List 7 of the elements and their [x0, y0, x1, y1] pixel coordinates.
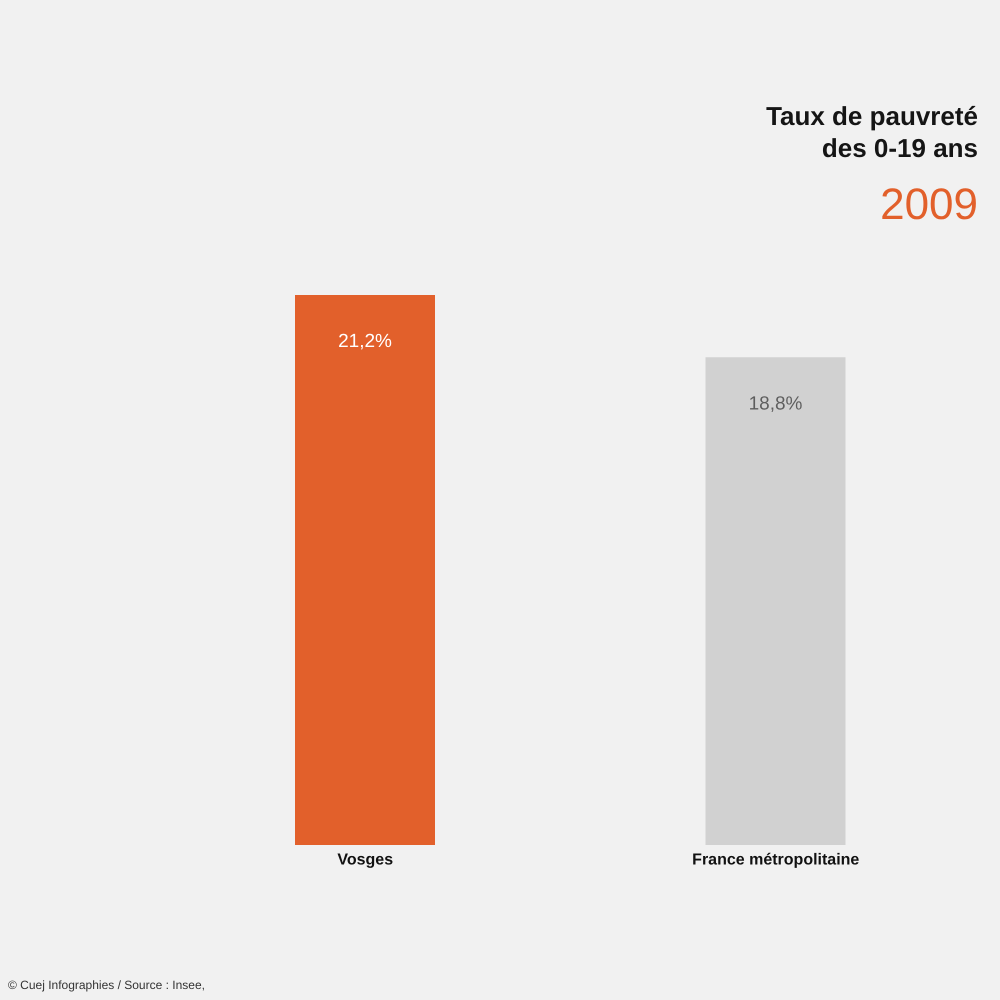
x-tick-label: France métropolitaine: [692, 851, 860, 868]
x-tick-label: Vosges: [337, 851, 394, 868]
data-label: 21,2%: [338, 331, 392, 352]
chart-subtitle: 2009: [880, 180, 978, 230]
data-label: 18,8%: [748, 393, 803, 414]
chart-title: Taux de pauvreté des 0-19 ans: [765, 100, 978, 164]
text: © Cuej Infographies / Source : Insee,: [8, 978, 205, 992]
